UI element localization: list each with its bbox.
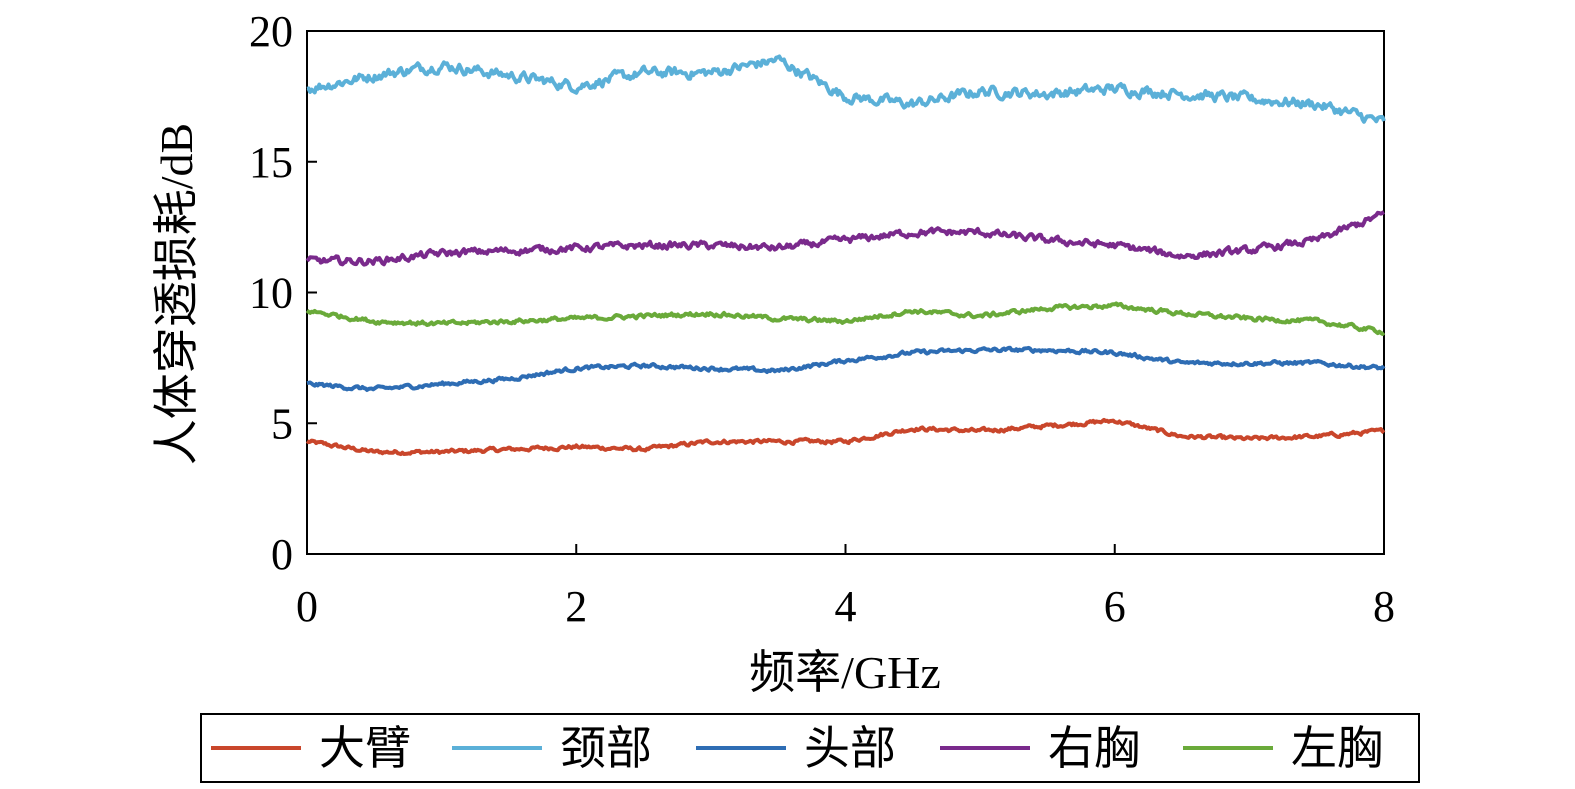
legend-label-0: 大臂 xyxy=(319,723,411,774)
series-line-0 xyxy=(305,417,1386,457)
y-tick-label: 15 xyxy=(249,138,293,187)
x-axis-title: 频率/GHz xyxy=(749,647,941,698)
x-tick-label: 2 xyxy=(565,582,587,631)
series-line-3 xyxy=(305,210,1386,267)
legend-label-2: 头部 xyxy=(804,723,896,774)
series-lines xyxy=(305,54,1386,457)
legend-box xyxy=(200,713,1420,783)
series-line-2 xyxy=(306,345,1386,392)
legend-label-1: 颈部 xyxy=(560,723,652,774)
series-line-1 xyxy=(306,54,1386,124)
y-tick-label: 10 xyxy=(249,269,293,318)
y-tick-label: 0 xyxy=(271,530,293,579)
plot-frame xyxy=(306,30,1385,555)
y-axis-ticks: 0 5 10 15 20 xyxy=(249,7,317,579)
plot-area: 0 5 10 15 20 0 2 4 6 8 xyxy=(249,7,1395,631)
legend-label-3: 右胸 xyxy=(1048,723,1140,774)
x-tick-label: 8 xyxy=(1373,582,1395,631)
x-tick-label: 0 xyxy=(296,582,318,631)
legend: 大臂 颈部 头部 右胸 左胸 xyxy=(200,713,1420,783)
x-tick-label: 4 xyxy=(835,582,857,631)
x-axis-ticks: 0 2 4 6 8 xyxy=(296,544,1395,631)
x-tick-label: 6 xyxy=(1104,582,1126,631)
y-tick-label: 20 xyxy=(249,7,293,56)
legend-label-4: 左胸 xyxy=(1291,723,1383,774)
y-tick-label: 5 xyxy=(271,399,293,448)
y-axis-title: 人体穿透损耗/dB xyxy=(151,123,202,465)
series-line-4 xyxy=(305,301,1386,336)
